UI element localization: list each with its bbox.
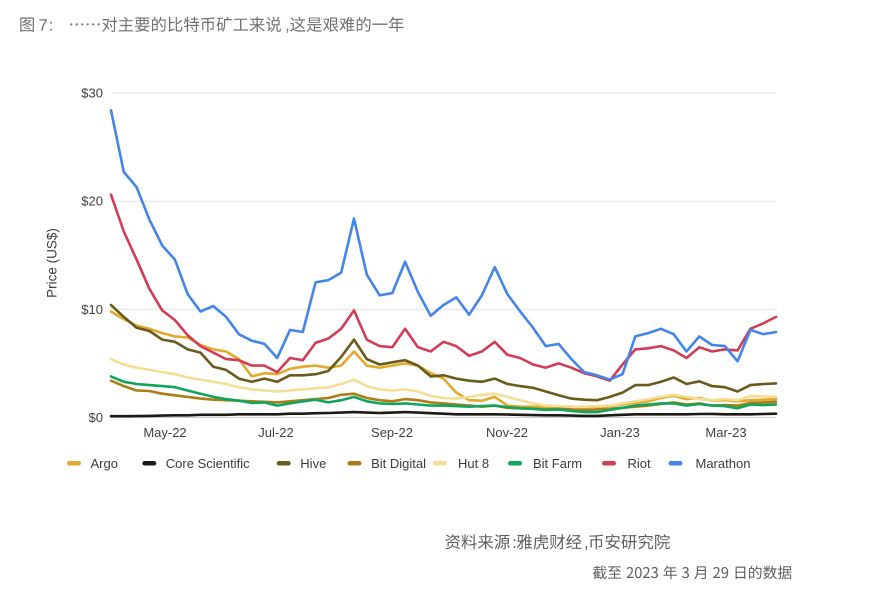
svg-text:Riot: Riot (628, 456, 652, 471)
svg-text:Bit Digital: Bit Digital (371, 456, 426, 471)
svg-text:$10: $10 (81, 302, 103, 317)
svg-text:$20: $20 (81, 194, 103, 209)
svg-text:Marathon: Marathon (696, 456, 751, 471)
svg-text:Argo: Argo (91, 456, 118, 471)
svg-text:Sep-22: Sep-22 (371, 425, 413, 440)
svg-text:Hut 8: Hut 8 (458, 456, 489, 471)
svg-text:Core Scientific: Core Scientific (166, 456, 250, 471)
svg-text:Nov-22: Nov-22 (486, 425, 528, 440)
svg-text:Bit Farm: Bit Farm (533, 456, 582, 471)
svg-text:Jul-22: Jul-22 (258, 425, 293, 440)
svg-text:$0: $0 (89, 410, 103, 425)
svg-text:Price (US$): Price (US$) (45, 228, 60, 298)
svg-text:$30: $30 (81, 86, 103, 101)
svg-text:Mar-23: Mar-23 (705, 425, 746, 440)
svg-text:May-22: May-22 (143, 425, 186, 440)
svg-text:Hive: Hive (300, 456, 326, 471)
svg-text:Jan-23: Jan-23 (600, 425, 640, 440)
